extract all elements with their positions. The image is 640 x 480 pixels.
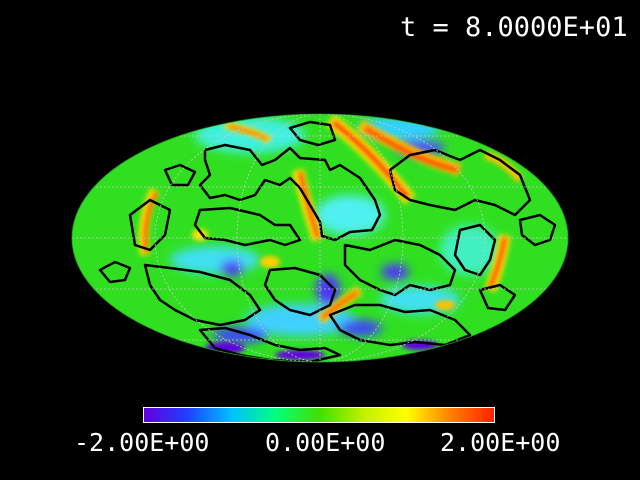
graticule-meridian-120 <box>154 114 486 362</box>
positive-regions <box>138 114 524 324</box>
contour-4 <box>143 263 262 327</box>
contour-14 <box>478 283 517 312</box>
contour-7 <box>388 148 532 217</box>
contour-13 <box>288 120 337 147</box>
colorbar <box>143 407 495 423</box>
region-violet-3 <box>275 350 325 360</box>
graticule-meridian-60 <box>236 114 404 362</box>
colorbar-max-label: 2.00E+00 <box>440 428 561 457</box>
colorbar-gradient <box>143 407 495 423</box>
region-blue-south-1 <box>212 327 268 343</box>
contour-15 <box>163 163 197 187</box>
streak-northeast-core <box>331 119 411 200</box>
mollweide-map <box>71 113 569 363</box>
contour-1 <box>198 143 382 242</box>
field-layer <box>72 114 568 362</box>
region-blue-center <box>220 260 244 276</box>
streak-arc-north-core <box>363 125 459 173</box>
contour-12 <box>518 213 557 247</box>
streak-upper-left-core <box>227 124 269 141</box>
streak-south-core <box>320 290 360 320</box>
contour-11 <box>98 260 132 284</box>
contour-10 <box>198 326 342 362</box>
region-blue-center-2 <box>316 274 340 306</box>
spot-southeast <box>435 300 455 310</box>
region-cyan-east <box>440 225 500 275</box>
streak-east-core <box>487 236 508 289</box>
contour-8 <box>453 223 497 277</box>
region-cyan-center <box>315 195 385 235</box>
region-blue-east <box>381 264 409 280</box>
region-blue-south-2 <box>338 320 382 336</box>
time-label: t = 8.0000E+01 <box>400 12 628 43</box>
spot-center-west <box>260 256 280 268</box>
colorbar-min-label: -2.00E+00 <box>74 428 210 457</box>
globe-outline <box>71 113 569 363</box>
contour-3 <box>128 198 172 252</box>
contour-6 <box>343 238 457 297</box>
colorbar-mid-label: 0.00E+00 <box>265 428 386 457</box>
